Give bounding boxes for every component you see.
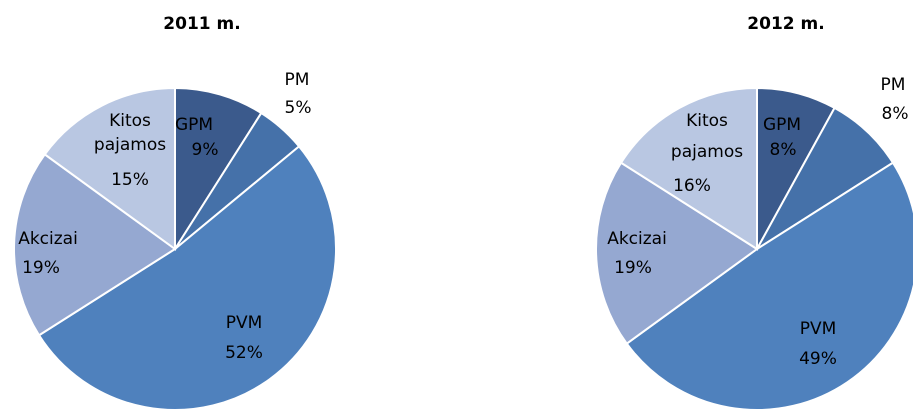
slice-percent-0-akcizai: 19%: [22, 258, 60, 278]
slice-name-1-akcizai: Akcizai: [607, 229, 667, 249]
pie-slice-0-kitos-pajamos: [43, 86, 176, 251]
pie-slice-1-kitos-pajamos: [619, 86, 758, 251]
slice-percent-1-akcizai: 19%: [614, 258, 652, 278]
slice-name-0-gpm: GPM: [175, 115, 213, 135]
slice-percent-0-pvm: 52%: [225, 343, 263, 363]
slice-name-1-pm: PM: [881, 75, 906, 95]
slice-name-0-pm: PM: [285, 70, 310, 90]
slice-name-0-kitos-pajamos-line1: Kitos: [109, 111, 151, 131]
slice-percent-1-pm: 8%: [882, 104, 909, 124]
chart-title-2011: 2011 m.: [163, 14, 241, 34]
slice-name-1-kitos-pajamos-line1: Kitos: [686, 111, 728, 131]
pie-slice-0-akcizai: [13, 152, 177, 337]
slice-name-0-pvm: PVM: [226, 313, 263, 333]
slice-percent-1-pvm: 49%: [799, 349, 837, 369]
chart-title-2012: 2012 m.: [747, 14, 825, 34]
slice-percent-1-kitos-pajamos: 16%: [673, 176, 711, 196]
pie-slice-1-pvm: [625, 161, 913, 411]
slice-percent-1-gpm: 8%: [770, 140, 797, 160]
slice-percent-0-pm: 5%: [285, 98, 312, 118]
slice-name-1-kitos-pajamos-line2: pajamos: [671, 142, 743, 162]
slice-percent-0-gpm: 9%: [192, 140, 219, 160]
slice-name-1-gpm: GPM: [763, 115, 801, 135]
pie-slice-0-pvm: [37, 144, 337, 411]
slice-name-1-pvm: PVM: [800, 319, 837, 339]
slice-name-0-kitos-pajamos-line2: pajamos: [94, 135, 166, 155]
slice-name-0-akcizai: Akcizai: [18, 229, 78, 249]
pie-slice-1-akcizai: [595, 161, 759, 346]
slice-percent-0-kitos-pajamos: 15%: [111, 170, 149, 190]
pie-slice-0-gpm: [174, 86, 263, 253]
